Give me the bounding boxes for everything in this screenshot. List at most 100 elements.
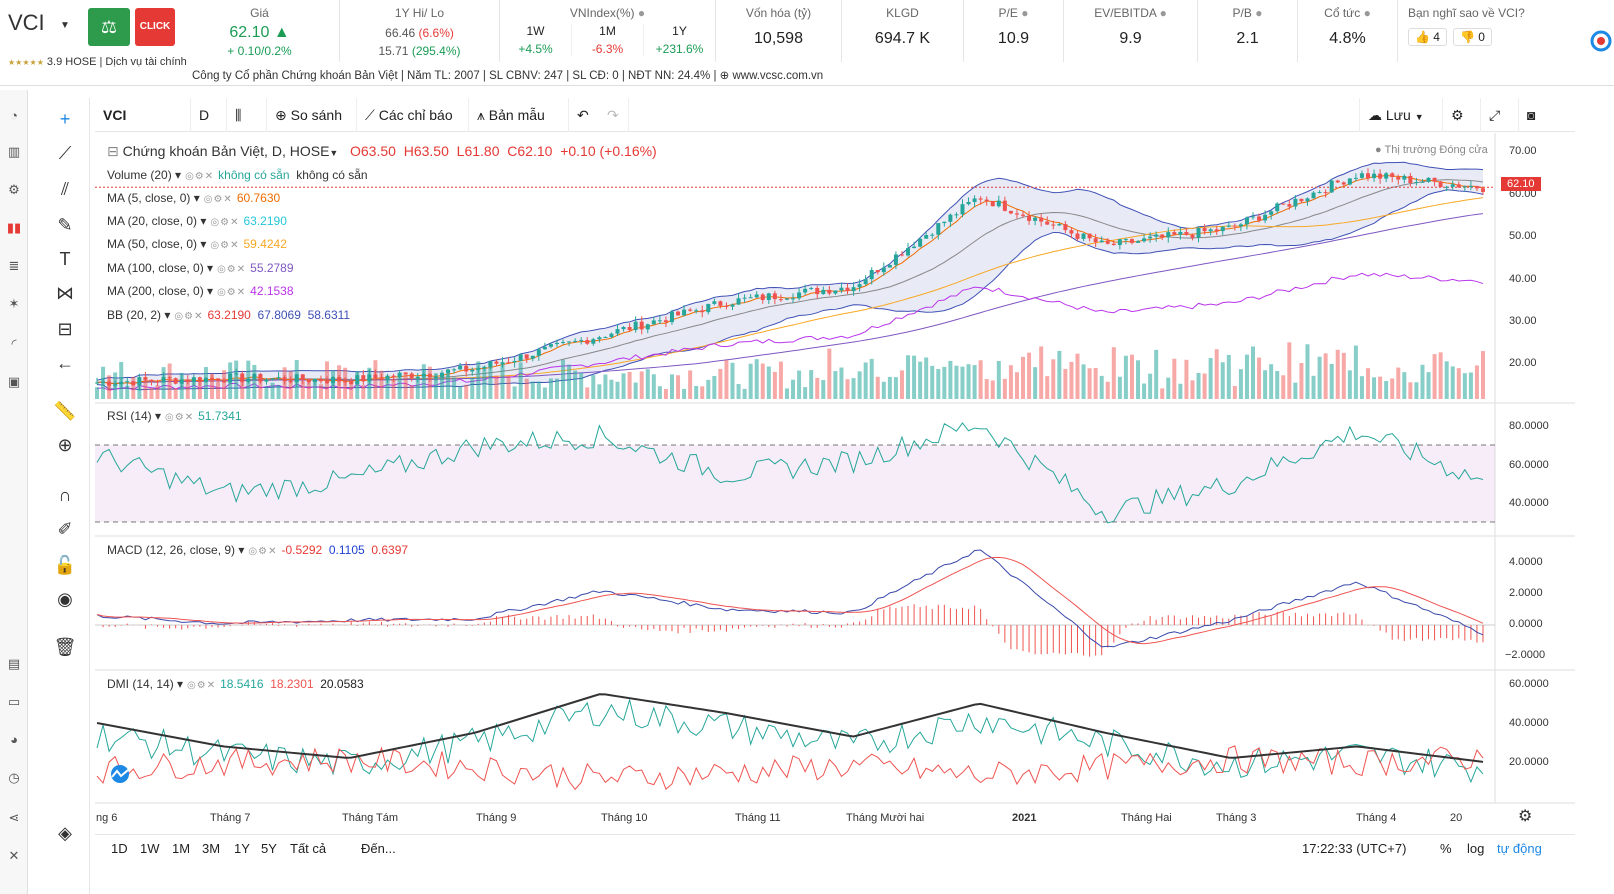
range-1y[interactable]: 1Y [234,841,250,856]
legend-buttons-icon[interactable]: ◎⚙✕ [185,171,215,182]
percent-toggle[interactable]: % [1440,841,1452,856]
pattern-icon[interactable]: ⋈ [56,283,74,303]
stars-icon[interactable]: ✶ [8,296,20,311]
compare-button[interactable]: ⊕ So sánh [267,98,357,132]
legend-buttons-icon[interactable]: ◎⚙✕ [210,240,240,251]
redo-icon[interactable]: ↷ [599,98,629,132]
legend-buttons-icon[interactable]: ◎⚙✕ [174,311,204,322]
clock[interactable]: 17:22:33 (UTC+7) [1302,841,1407,856]
gavel-icon[interactable]: ⚖ [88,8,130,46]
bb-legend: BB (20, 2) ▾ ◎⚙✕ 63.2190 67.8069 58.6311 [107,308,351,322]
range-all[interactable]: Tất cả [290,841,327,856]
close-icon[interactable]: ✕ [8,848,20,863]
lock-icon[interactable]: 🔓 [53,555,77,575]
fullscreen-icon[interactable]: ⤢ [1481,98,1519,132]
dislike-button[interactable]: 👎 0 [1452,28,1492,46]
app-logo-icon[interactable] [1590,30,1614,54]
save-button[interactable]: ☁ Lưu ▼ [1359,98,1443,132]
volume-bar [591,375,596,399]
history-icon[interactable]: ◷ [8,770,20,785]
zoom-in-icon[interactable]: ⊕ [57,435,73,455]
legend-buttons-icon[interactable]: ◎⚙✕ [210,217,240,228]
share-icon[interactable]: ⋖ [8,810,20,825]
layers-icon[interactable]: ◈ [58,823,72,843]
volume-bar [863,362,868,399]
candle-body [603,336,608,338]
legend-buttons-icon[interactable]: ◎⚙✕ [187,680,217,691]
legend-buttons-icon[interactable]: ◎⚙✕ [165,412,195,423]
candle-body [803,288,808,293]
ev-label: EV/EBITDA [1094,6,1157,20]
range-1w[interactable]: 1W [140,841,160,856]
range-3m[interactable]: 3M [202,841,221,856]
crosshair-icon[interactable]: + [59,109,71,129]
candle-body [863,279,868,285]
folder-icon[interactable]: ▤ [7,656,21,671]
volume-bar [857,371,862,399]
chart-canvas[interactable] [95,133,1575,828]
pencil-lock-icon[interactable]: ✐ [57,519,73,539]
symbol-input[interactable]: VCI [95,98,191,132]
wave-icon[interactable] [109,765,131,786]
legend-buttons-icon[interactable]: ◎⚙✕ [217,264,247,275]
log-toggle[interactable]: log [1467,841,1485,856]
volume-bar [621,373,626,399]
text-icon[interactable]: T [59,249,71,269]
interval-button[interactable]: D [191,98,227,132]
volume-bar [252,364,257,399]
volume-bar [536,381,541,399]
magnet-icon[interactable]: ∩ [58,485,72,505]
ruler-bars-icon[interactable]: ⊟ [57,319,73,339]
volume-bar [1184,359,1189,399]
axis-settings-icon[interactable]: ⚙ [1518,808,1533,825]
click-badge[interactable]: CLICK [135,8,175,46]
auto-toggle[interactable]: tự động [1497,841,1542,856]
legend-buttons-icon[interactable]: ◎⚙✕ [248,546,278,557]
range-1m[interactable]: 1M [172,841,191,856]
fib-icon[interactable]: ⫽ [60,179,70,199]
candle-body [633,321,638,331]
volume-bar [1190,380,1195,399]
ticker-symbol[interactable]: VCI [8,10,45,35]
volume-bar [397,372,402,399]
settings-gear-icon[interactable]: ⚙ [1443,98,1481,132]
x-label: Tháng 11 [735,812,781,824]
candle-body [1129,239,1134,243]
rss-icon[interactable]: ◜ [11,336,17,351]
range-1d[interactable]: 1D [111,841,128,856]
collapse-icon[interactable]: ⊟ [107,143,119,159]
chevron-down-icon[interactable]: ▼ [329,148,339,158]
brush-icon[interactable]: ✎ [57,215,73,235]
camera-icon[interactable]: ◙ [1527,107,1536,123]
trendline-icon[interactable]: ⟋ [58,143,72,163]
dashboard-icon[interactable]: ◔ [10,108,18,123]
coins-icon[interactable]: ≣ [8,258,20,273]
settings-icon[interactable]: ⚙ [8,182,20,197]
templates-button[interactable]: ⩚ Bản mẫu [469,98,569,132]
volume-bar [137,382,142,399]
candle-body [561,341,566,343]
chart-area[interactable]: ⊟ Chứng khoán Bản Việt, D, HOSE▼ O63.50 … [95,133,1575,828]
chevron-down-icon[interactable]: ▼ [60,20,70,31]
volume-bar [1275,371,1280,399]
range-5y[interactable]: 5Y [261,841,277,856]
wallet-icon[interactable]: ▭ [7,694,21,709]
volume-bar [312,379,317,399]
eye-icon[interactable]: ◉ [57,589,73,609]
ruler-icon[interactable]: 📏 [53,401,77,421]
trash-icon[interactable]: 🗑 [53,637,77,657]
legend-buttons-icon[interactable]: ◎⚙✕ [217,287,247,298]
bar-chart-icon[interactable]: ▥ [7,144,21,159]
pie-icon[interactable]: ◕ [10,732,18,747]
like-button[interactable]: 👍 4 [1408,28,1447,46]
legend-buttons-icon[interactable]: ◎⚙✕ [203,194,233,205]
indicators-button[interactable]: ⟋ Các chỉ báo [357,98,469,132]
comment-icon[interactable]: ▣ [7,374,21,389]
chart-style-icon[interactable]: ⫼ [227,98,267,132]
back-arrow-icon[interactable]: ← [56,353,74,373]
volume-value-1: không có sẵn [218,168,290,182]
candles-icon[interactable]: ▮▮ [6,220,22,235]
undo-icon[interactable]: ↶ [577,107,589,123]
goto-button[interactable]: Đến... [361,841,396,856]
volume-bar [1263,370,1268,399]
